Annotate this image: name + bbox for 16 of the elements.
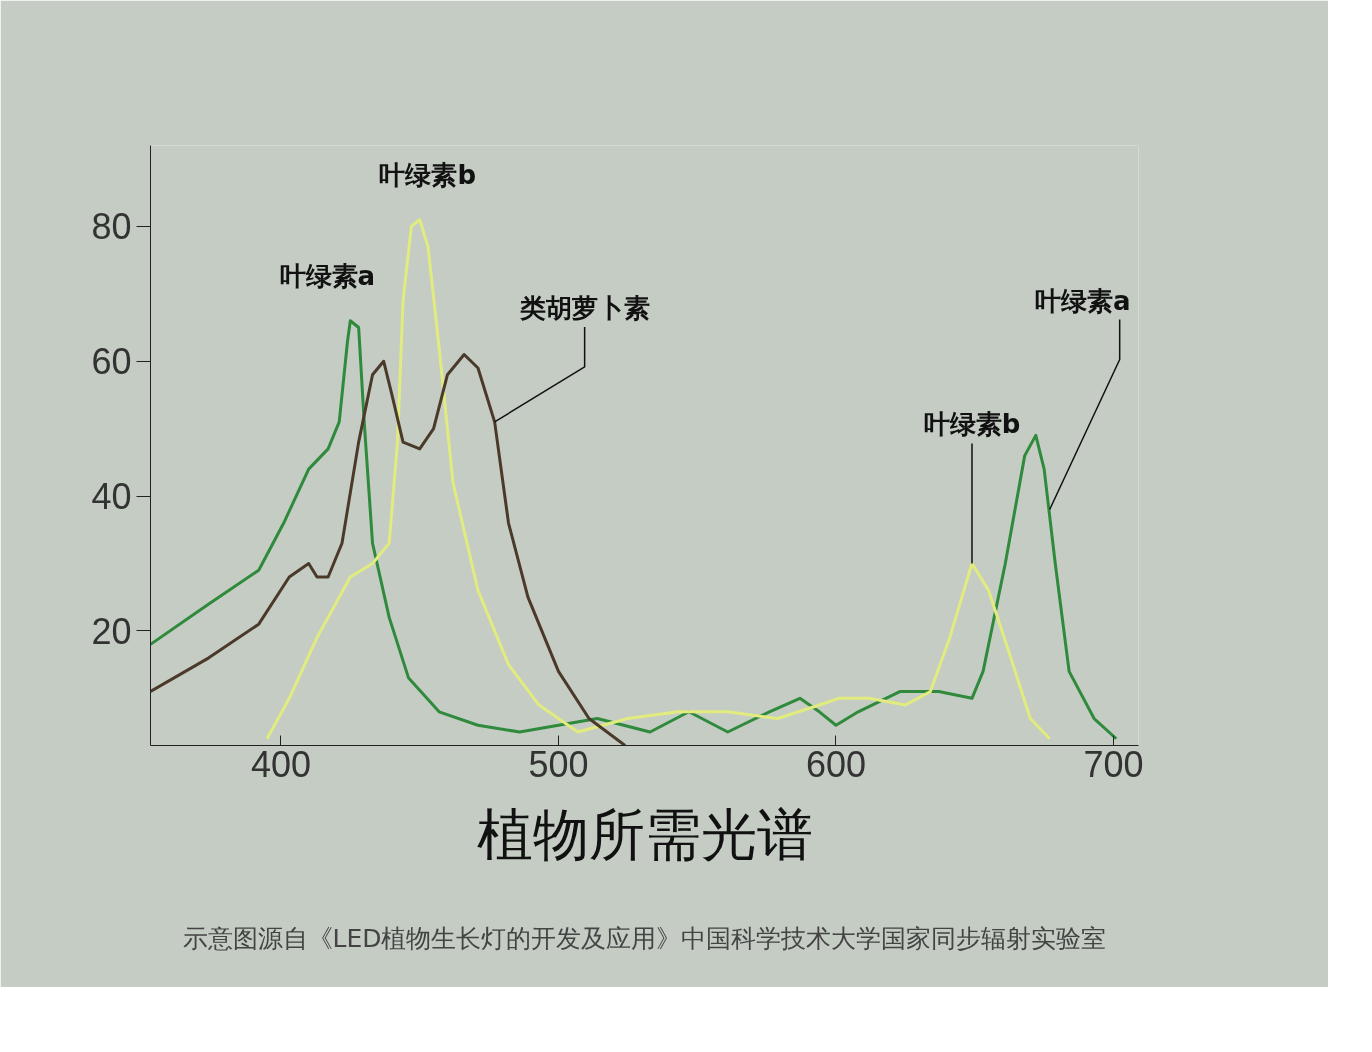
y-tick-label: 20 — [91, 610, 132, 652]
text: 植物所需光谱 — [476, 801, 813, 867]
text: 示意图源自《LED植物生长灯的开发及应用》中国科学技术大学国家同步辐射实验室 — [182, 923, 1107, 953]
annotation: 类胡萝卜素 — [518, 292, 650, 323]
x-tick-label: 500 — [528, 743, 589, 785]
y-tick-label: 40 — [91, 476, 132, 518]
x-tick-label: 400 — [250, 743, 311, 785]
y-tick-label: 80 — [91, 206, 132, 248]
x-tick-label: 700 — [1083, 743, 1144, 785]
annotation: 叶绿素a — [279, 260, 376, 291]
y-tick-label: 60 — [91, 341, 132, 383]
annotation: 叶绿素b — [923, 409, 1021, 440]
annotation: 叶绿素b — [379, 159, 477, 190]
line-series — [150, 352, 627, 746]
x-tick-label: 600 — [805, 743, 867, 785]
annotation: 叶绿素a — [1034, 285, 1131, 316]
